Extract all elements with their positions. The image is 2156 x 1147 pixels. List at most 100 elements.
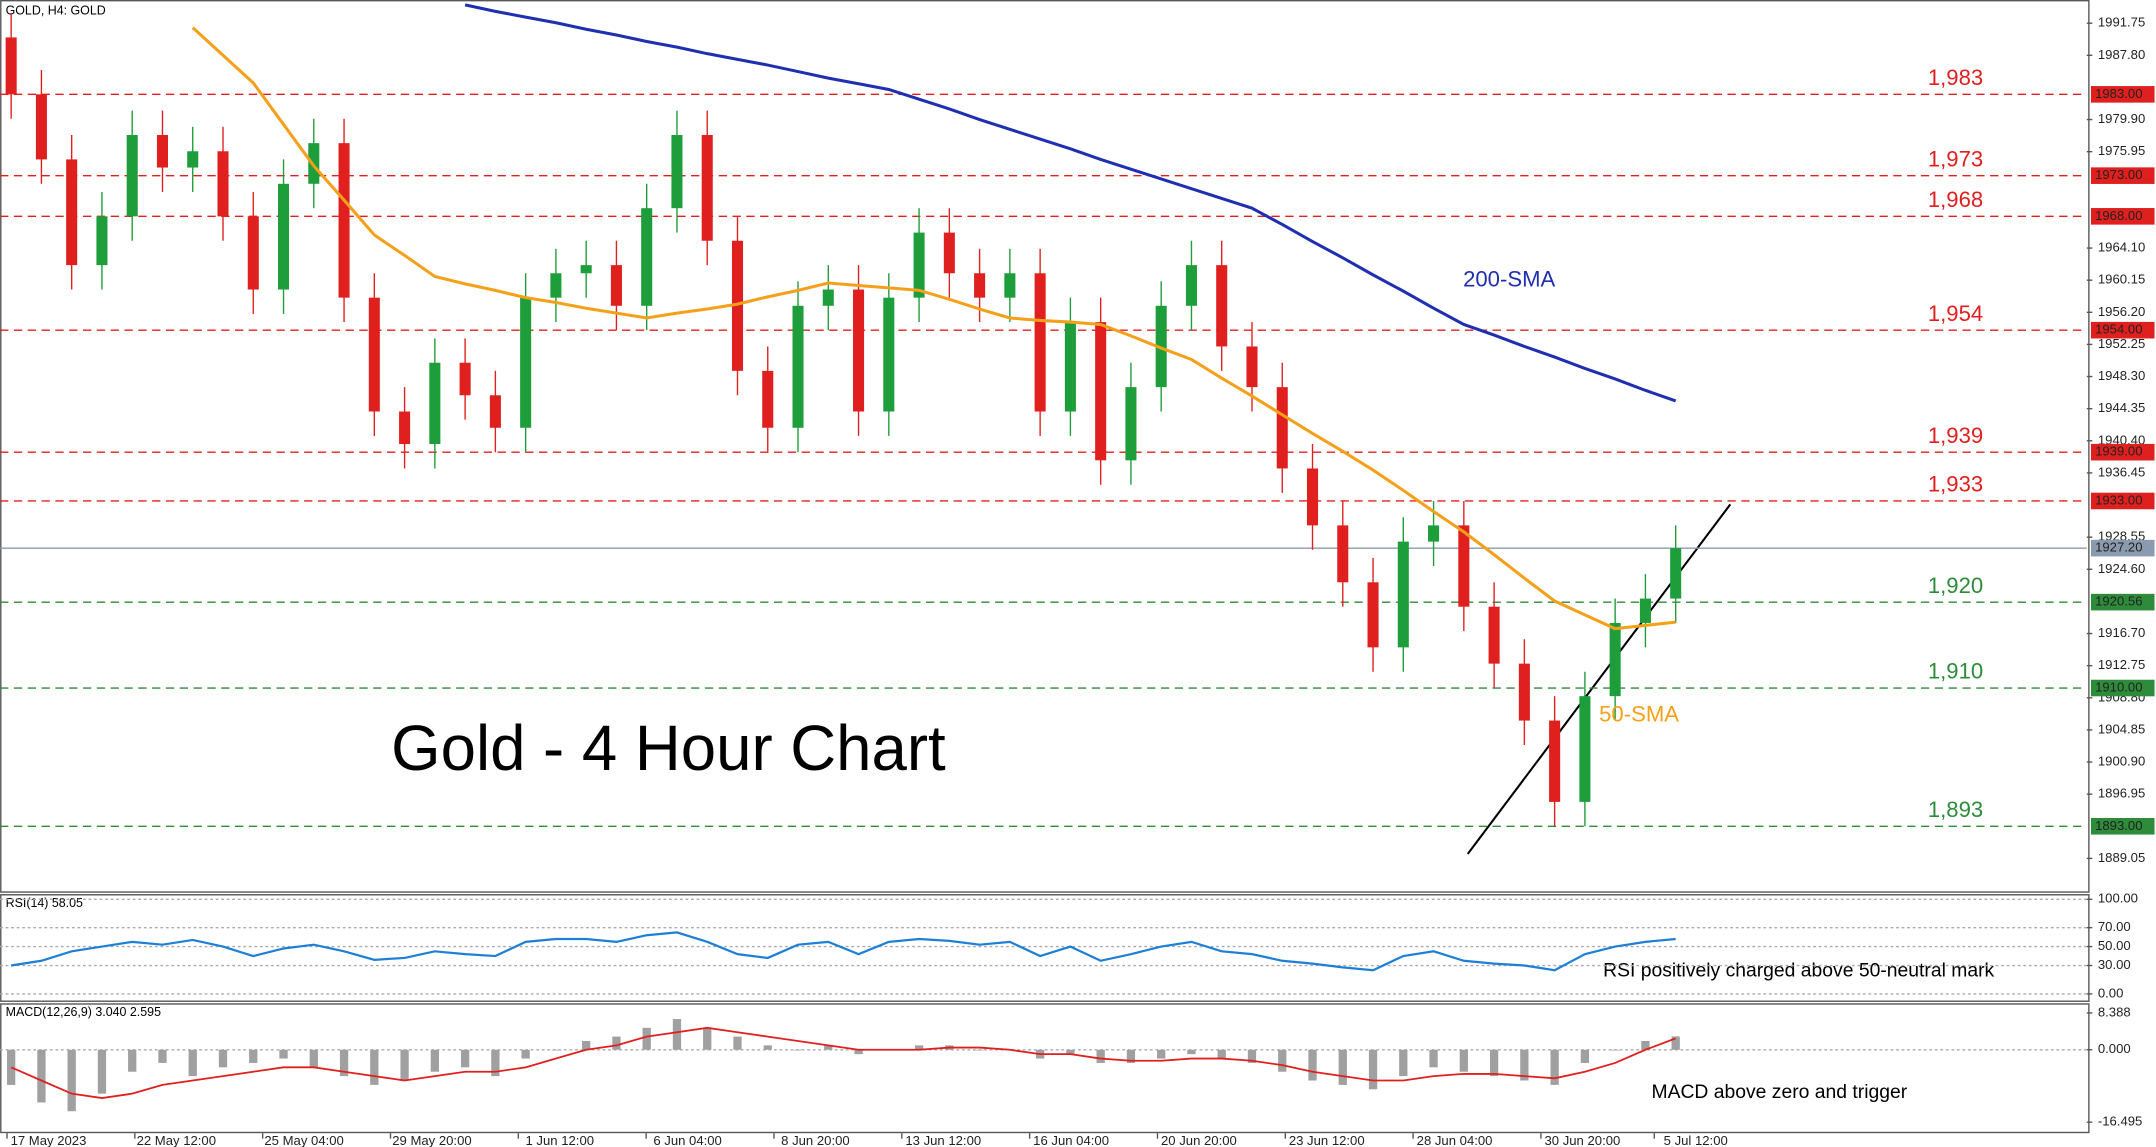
candle-body (1276, 387, 1288, 469)
candle-body (1458, 525, 1470, 607)
x-tick-label: 20 Jun 20:00 (1161, 1133, 1237, 1147)
series-label: 50-SMA (1599, 702, 1679, 727)
candle-body (1246, 346, 1258, 388)
price-box-label: 1954.00 (2095, 322, 2142, 337)
candle-body (1549, 720, 1561, 802)
macd-bar (67, 1049, 76, 1112)
candle-body (853, 289, 865, 412)
x-tick-label: 1 Jun 12:00 (526, 1133, 595, 1147)
rsi-label: RSI(14) 58.05 (6, 896, 83, 910)
candle-body (701, 135, 713, 241)
x-tick-label: 25 May 04:00 (264, 1133, 343, 1147)
macd-bar (733, 1036, 742, 1050)
price-box (2090, 167, 2155, 184)
candle-body (1125, 387, 1137, 461)
signal-line (10, 1026, 1677, 1099)
level-label: 1,954 (1928, 301, 1983, 326)
candle-body (338, 143, 350, 298)
candle-body (368, 297, 380, 412)
candle-body (1306, 468, 1319, 526)
candle-body (247, 216, 259, 290)
y-tick-label: 1948.30 (2098, 368, 2145, 383)
macd-bar (1489, 1049, 1499, 1077)
macd-bar (914, 1045, 924, 1050)
candle-body (731, 240, 744, 371)
rsi-panel (0, 894, 2090, 1002)
sma-line (464, 3, 1677, 403)
macd-bar (188, 1049, 197, 1077)
candle-body (66, 159, 78, 266)
macd-bar (1126, 1049, 1136, 1063)
level-label: 1,968 (1928, 187, 1983, 212)
price-box-label: 1983.00 (2095, 86, 2142, 101)
level-label: 1,920 (1928, 573, 1983, 598)
y-tick-label: 1900.90 (2098, 754, 2145, 769)
x-tick-label: 13 Jun 12:00 (905, 1133, 981, 1147)
macd-label: MACD(12,26,9) 3.040 2.595 (6, 1005, 161, 1019)
level-label: 1,939 (1928, 423, 1983, 448)
macd-bar (1399, 1049, 1408, 1077)
price-box (2090, 321, 2155, 339)
macd-bar (1338, 1049, 1347, 1085)
series-label: 200-SMA (1463, 266, 1555, 291)
candle-body (520, 297, 532, 428)
candle-body (913, 232, 925, 298)
level-label: 1,973 (1928, 146, 1983, 171)
price-box-label: 1910.00 (2095, 679, 2142, 694)
y-tick-label: 1912.75 (2098, 657, 2145, 672)
macd-bar (1550, 1049, 1559, 1085)
y-tick-label: 1904.85 (2098, 721, 2145, 736)
candle-body (187, 151, 199, 168)
y-tick-label: 1940.40 (2098, 432, 2145, 447)
candle-body (5, 37, 17, 95)
macd-bar (703, 1027, 712, 1050)
candle-body (399, 411, 411, 445)
macd-bar (1066, 1049, 1075, 1055)
macd-bar (158, 1049, 167, 1063)
candle-body (1579, 696, 1591, 802)
candle-body (429, 362, 441, 445)
macd-bar (642, 1027, 651, 1050)
price-box-label: 1920.56 (2095, 594, 2142, 609)
rsi-line (10, 931, 1676, 972)
macd-bar (279, 1049, 288, 1059)
price-box-label: 1933.00 (2095, 492, 2142, 507)
y-tick-label: 0.000 (2098, 1041, 2131, 1056)
level-label: 1,893 (1928, 797, 1983, 822)
macd-bar (1671, 1036, 1680, 1050)
y-tick-label: 1975.95 (2098, 143, 2145, 158)
y-tick-label: 100.00 (2098, 891, 2138, 906)
macd-bar (1187, 1049, 1196, 1055)
candle-body (883, 297, 895, 412)
candle-body (974, 273, 986, 298)
price-box (2090, 492, 2155, 510)
macd-bar (309, 1049, 318, 1068)
candle-body (1639, 598, 1651, 623)
candle-body (1064, 322, 1076, 412)
macd-bar (97, 1049, 107, 1094)
x-tick-label: 23 Jun 12:00 (1289, 1133, 1365, 1147)
candle-body (217, 151, 229, 217)
y-tick-label: 1952.25 (2098, 336, 2145, 351)
candle-body (35, 94, 47, 160)
y-tick-label: 1964.10 (2098, 240, 2145, 255)
macd-bar (491, 1049, 500, 1077)
trendline (1466, 503, 1732, 855)
price-box (2090, 679, 2155, 697)
price-box (2090, 593, 2155, 611)
macd-bar (37, 1049, 46, 1103)
candle-body (671, 135, 683, 209)
macd-bar (1096, 1049, 1105, 1063)
candle-body (156, 135, 169, 168)
y-tick-label: 1944.35 (2098, 400, 2145, 415)
candle-body (278, 183, 290, 290)
macd-note: MACD above zero and trigger (1652, 1081, 1908, 1103)
candle-body (550, 273, 562, 298)
x-tick-label: 28 Jun 04:00 (1417, 1133, 1493, 1147)
macd-bar (1278, 1049, 1287, 1072)
candle-body (459, 362, 471, 396)
x-tick-label: 22 May 12:00 (137, 1133, 216, 1147)
x-tick-label: 5 Jul 12:00 (1664, 1133, 1728, 1147)
price-box-label: 1973.00 (2095, 167, 2142, 182)
